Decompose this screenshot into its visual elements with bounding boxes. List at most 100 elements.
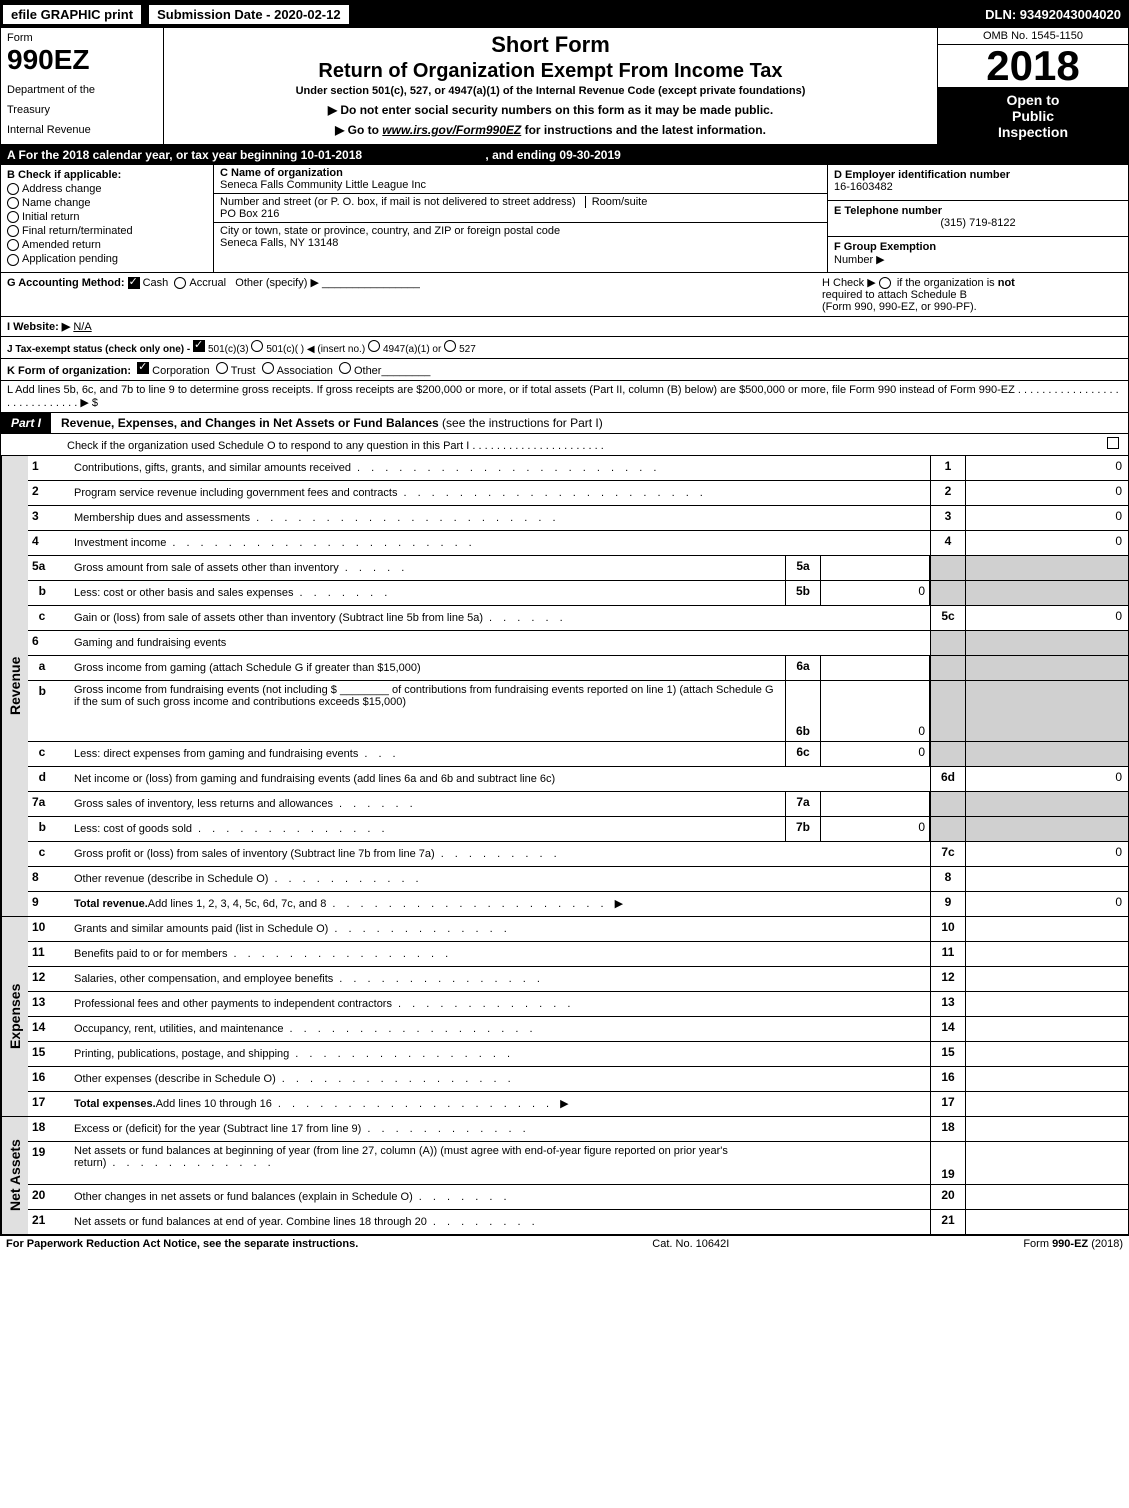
f-label2: Number ▶ — [834, 254, 885, 266]
cb-name-change[interactable]: Name change — [7, 197, 207, 209]
line-19-val — [965, 1142, 1128, 1184]
inspection-2: Public — [940, 108, 1126, 124]
form-word: Form — [7, 32, 157, 44]
line-6a-val — [821, 656, 930, 680]
dept-line2: Treasury — [7, 104, 157, 116]
goto-post: for instructions and the latest informat… — [521, 123, 766, 137]
cb-address-change[interactable]: Address change — [7, 183, 207, 195]
j-4947: 4947(a)(1) or — [383, 344, 441, 355]
line-6d: d Net income or (loss) from gaming and f… — [28, 767, 1128, 792]
goto-link[interactable]: www.irs.gov/Form990EZ — [382, 123, 521, 137]
street-label: Number and street (or P. O. box, if mail… — [220, 196, 576, 208]
g-cash-cb[interactable] — [128, 277, 140, 289]
line-7b-val: 0 — [821, 817, 930, 841]
i-value: N/A — [73, 321, 91, 333]
form-header: Form 990EZ Department of the Treasury In… — [0, 28, 1129, 145]
k-corp: Corporation — [152, 365, 209, 377]
line-21: 21 Net assets or fund balances at end of… — [28, 1210, 1128, 1234]
line-18-val — [965, 1117, 1128, 1141]
e-phone: E Telephone number (315) 719-8122 — [828, 201, 1128, 237]
line-17-val — [965, 1092, 1128, 1116]
section-b-checkboxes: B Check if applicable: Address change Na… — [1, 165, 214, 272]
j-4947-cb[interactable] — [368, 340, 380, 352]
city-value: Seneca Falls, NY 13148 — [220, 237, 338, 249]
e-label: E Telephone number — [834, 205, 942, 217]
line-14-val — [965, 1017, 1128, 1041]
line-2-val: 0 — [965, 481, 1128, 505]
k-assoc: Association — [277, 365, 333, 377]
cb-amended-return[interactable]: Amended return — [7, 239, 207, 251]
c-label: C Name of organization — [220, 167, 343, 179]
section-c-org: C Name of organization Seneca Falls Comm… — [214, 165, 827, 272]
line-15-val — [965, 1042, 1128, 1066]
row-a-tax-year: A For the 2018 calendar year, or tax yea… — [0, 145, 1129, 165]
h-not: not — [998, 277, 1015, 289]
line-12-val — [965, 967, 1128, 991]
row-i: I Website: ▶ N/A — [1, 317, 1128, 337]
g-accrual-cb[interactable] — [174, 277, 186, 289]
j-501c3: 501(c)(3) — [208, 344, 249, 355]
line-7a: 7a Gross sales of inventory, less return… — [28, 792, 1128, 817]
line-10-val — [965, 917, 1128, 941]
h-pre: H Check ▶ — [822, 277, 879, 289]
c-value: Seneca Falls Community Little League Inc — [220, 179, 426, 191]
revenue-label: Revenue — [1, 456, 28, 916]
line-5a-val — [821, 556, 930, 580]
k-trust-cb[interactable] — [216, 362, 228, 374]
g-accrual: Accrual — [189, 277, 226, 289]
line-7b: b Less: cost of goods sold. . . . . . . … — [28, 817, 1128, 842]
h-line2: required to attach Schedule B — [822, 289, 967, 301]
revenue-lines: 1 Contributions, gifts, grants, and simi… — [28, 456, 1128, 916]
org-street-cell: Number and street (or P. O. box, if mail… — [214, 194, 827, 223]
expenses-lines: 10 Grants and similar amounts paid (list… — [28, 917, 1128, 1116]
netassets-label: Net Assets — [1, 1117, 28, 1234]
line-5c-val: 0 — [965, 606, 1128, 630]
top-bar: efile GRAPHIC print Submission Date - 20… — [0, 0, 1129, 28]
row-g-h: G Accounting Method: Cash Accrual Other … — [1, 273, 1128, 317]
line-16-val — [965, 1067, 1128, 1091]
part-1-check-row: Check if the organization used Schedule … — [1, 434, 1128, 456]
netassets-section: Net Assets 18 Excess or (deficit) for th… — [0, 1117, 1129, 1235]
line-20: 20 Other changes in net assets or fund b… — [28, 1185, 1128, 1210]
rows-g-to-l: G Accounting Method: Cash Accrual Other … — [0, 273, 1129, 413]
part-1-label: Part I — [1, 413, 51, 433]
expenses-section: Expenses 10 Grants and similar amounts p… — [0, 917, 1129, 1117]
j-527-cb[interactable] — [444, 340, 456, 352]
line-5b-val: 0 — [821, 581, 930, 605]
org-name-cell: C Name of organization Seneca Falls Comm… — [214, 165, 827, 194]
line-12: 12 Salaries, other compensation, and emp… — [28, 967, 1128, 992]
street-value: PO Box 216 — [220, 208, 279, 220]
row-k: K Form of organization: Corporation Trus… — [1, 359, 1128, 381]
line-19: 19 Net assets or fund balances at beginn… — [28, 1142, 1128, 1185]
e-value: (315) 719-8122 — [834, 217, 1122, 229]
city-label: City or town, state or province, country… — [220, 225, 560, 237]
line-17: 17 Total expenses. Add lines 10 through … — [28, 1092, 1128, 1116]
row-a-end: , and ending 09-30-2019 — [485, 148, 620, 162]
k-corp-cb[interactable] — [137, 362, 149, 374]
footer-left: For Paperwork Reduction Act Notice, see … — [6, 1238, 358, 1250]
inspection-badge: Open to Public Inspection — [938, 88, 1128, 144]
header-left: Form 990EZ Department of the Treasury In… — [1, 28, 164, 144]
j-501c3-cb[interactable] — [193, 340, 205, 352]
cb-final-return[interactable]: Final return/terminated — [7, 225, 207, 237]
h-cb[interactable] — [879, 277, 891, 289]
j-501c-cb[interactable] — [251, 340, 263, 352]
j-501c: 501(c)( ) ◀ (insert no.) — [266, 344, 365, 355]
k-assoc-cb[interactable] — [262, 362, 274, 374]
submission-date: Submission Date - 2020-02-12 — [148, 4, 350, 25]
header-right: OMB No. 1545-1150 2018 Open to Public In… — [937, 28, 1128, 144]
part-1-title: Revenue, Expenses, and Changes in Net As… — [51, 416, 603, 430]
k-trust: Trust — [231, 365, 256, 377]
tax-year: 2018 — [938, 45, 1128, 88]
title-return: Return of Organization Exempt From Incom… — [172, 60, 929, 83]
k-other-cb[interactable] — [339, 362, 351, 374]
d-value: 16-1603482 — [834, 181, 893, 193]
part-1-check-cb[interactable] — [1107, 437, 1119, 449]
j-527: 527 — [459, 344, 476, 355]
efile-label[interactable]: efile GRAPHIC print — [2, 4, 142, 25]
info-grid: B Check if applicable: Address change Na… — [0, 165, 1129, 273]
line-8: 8 Other revenue (describe in Schedule O)… — [28, 867, 1128, 892]
section-def: D Employer identification number 16-1603… — [827, 165, 1128, 272]
cb-application-pending[interactable]: Application pending — [7, 253, 207, 265]
cb-initial-return[interactable]: Initial return — [7, 211, 207, 223]
